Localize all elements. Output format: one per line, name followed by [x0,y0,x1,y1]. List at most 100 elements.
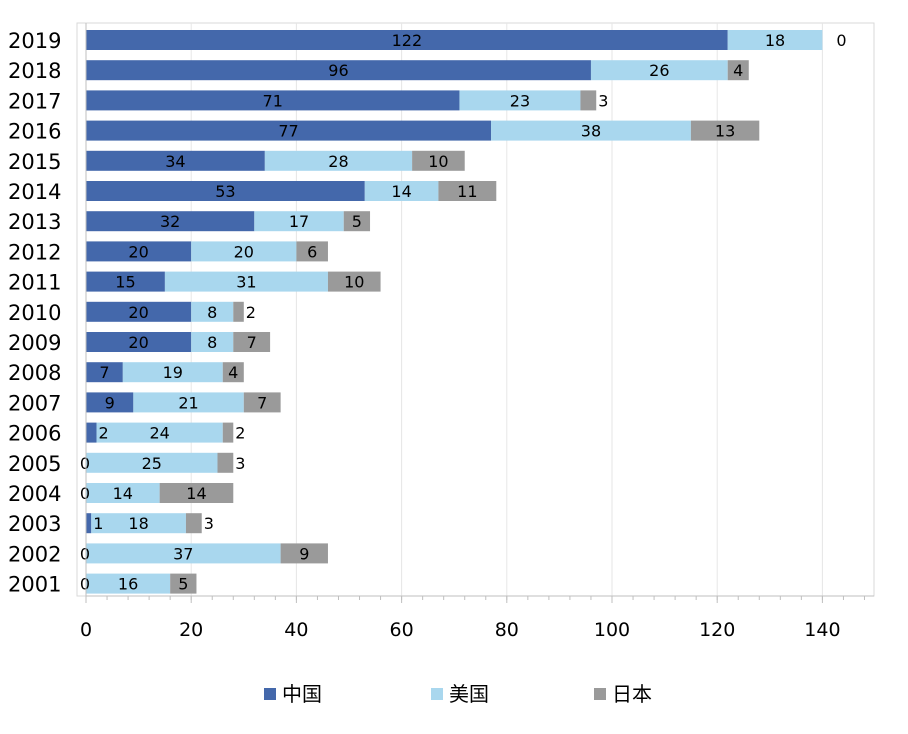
bar-2008-美国 [122,362,223,383]
x-tick-label-60: 60 [390,619,414,641]
legend-label-中国: 中国 [282,682,322,706]
bar-2012-日本 [296,241,328,262]
bar-2005-日本 [217,452,234,473]
bar-2018-美国 [590,60,728,81]
x-tick-label-120: 120 [699,619,735,641]
bar-2013-日本 [343,211,371,232]
data-label-2004-日本: 14 [186,484,206,503]
x-tick-label-140: 140 [804,619,840,641]
bar-2017-日本 [580,90,597,111]
legend-label-日本: 日本 [612,682,652,706]
data-label-2019-美国: 18 [765,31,785,50]
y-tick-label-2005: 2005 [8,452,61,476]
data-label-2008-日本: 4 [228,363,238,382]
y-tick-label-2013: 2013 [8,210,61,234]
bar-2010-美国 [191,301,234,322]
data-label-2007-美国: 21 [178,393,198,412]
bar-2001-美国 [86,573,171,594]
bar-2012-中国 [86,241,192,262]
data-label-2009-美国: 8 [207,333,217,352]
data-label-2011-美国: 31 [236,273,256,292]
bar-2015-中国 [86,150,265,171]
bar-2013-中国 [86,211,255,232]
legend: 中国 美国 日本 [264,682,652,706]
y-tick-label-2014: 2014 [8,180,61,204]
data-label-2018-中国: 96 [328,61,348,80]
data-label-2002-中国: 0 [80,544,90,563]
bar-2004-美国 [86,483,160,503]
legend-swatch-日本 [594,688,606,700]
data-label-2012-中国: 20 [128,242,148,261]
data-label-2019-中国: 122 [392,31,423,50]
bar-2014-中国 [86,181,365,201]
data-label-2018-日本: 4 [733,61,743,80]
bar-2007-美国 [133,392,244,413]
bar-2015-日本 [412,150,465,171]
data-label-2003-日本: 3 [204,514,214,533]
data-label-2003-中国: 1 [93,514,103,533]
bar-2017-中国 [86,90,460,111]
bar-2014-日本 [438,181,497,201]
bar-2007-日本 [243,392,281,413]
bar-2011-日本 [327,271,381,292]
y-tick-label-2009: 2009 [8,331,61,355]
legend-label-美国: 美国 [449,682,489,706]
bar-2006-日本 [222,422,234,443]
bar-2018-中国 [86,60,591,81]
bar-2016-美国 [491,120,691,141]
data-label-2004-中国: 0 [80,484,90,503]
y-tick-label-2019: 2019 [8,29,61,53]
data-label-2013-美国: 17 [289,212,309,231]
data-label-2017-美国: 23 [510,91,530,110]
bar-2007-中国 [86,392,134,413]
data-label-2001-日本: 5 [178,575,188,594]
y-tick-label-2012: 2012 [8,240,61,264]
data-label-2013-日本: 5 [352,212,362,231]
data-label-2014-美国: 14 [391,182,411,201]
bar-2010-中国 [86,301,192,322]
y-tick-label-2016: 2016 [8,120,61,144]
data-label-2016-日本: 13 [715,122,735,141]
bars [86,30,823,594]
data-label-2002-美国: 37 [173,544,193,563]
bar-2008-中国 [86,362,123,383]
bar-2010-日本 [233,301,244,322]
data-label-2017-中国: 71 [263,91,283,110]
data-label-2008-美国: 19 [163,363,183,382]
y-tick-label-2002: 2002 [8,542,61,566]
y-tick-label-2006: 2006 [8,422,61,446]
data-label-2003-美国: 18 [128,514,148,533]
y-tick-label-2011: 2011 [8,271,61,295]
data-label-2016-中国: 77 [278,122,298,141]
data-label-2005-日本: 3 [235,454,245,473]
data-label-2008-中国: 7 [99,363,109,382]
bar-2009-日本 [233,332,271,352]
bar-2009-中国 [86,332,192,352]
data-label-2001-美国: 16 [118,575,138,594]
bar-2018-日本 [727,60,749,81]
data-label-2006-美国: 24 [149,424,169,443]
bar-2011-中国 [86,271,165,292]
bar-2006-美国 [96,422,223,443]
legend-swatch-美国 [431,688,443,700]
data-label-2010-日本: 2 [246,303,256,322]
bar-2013-美国 [254,211,344,232]
data-label-2012-美国: 20 [234,242,254,261]
x-axis: 0 20 40 60 80 100 120 140 [80,595,874,641]
data-label-2018-美国: 26 [649,61,669,80]
data-label-2011-中国: 15 [115,273,135,292]
x-tick-label-100: 100 [594,619,630,641]
data-label-2010-美国: 8 [207,303,217,322]
y-tick-label-2010: 2010 [8,301,61,325]
bar-2008-日本 [222,362,244,383]
y-tick-label-2001: 2001 [8,573,61,597]
bar-2016-中国 [86,120,492,141]
bar-2016-日本 [690,120,760,141]
data-label-2007-日本: 7 [257,393,267,412]
legend-swatch-中国 [264,688,276,700]
data-label-2006-中国: 2 [99,424,109,443]
data-label-2005-中国: 0 [80,454,90,473]
data-label-2001-中国: 0 [80,575,90,594]
data-label-2006-日本: 2 [235,424,245,443]
data-label-2017-日本: 3 [598,91,608,110]
